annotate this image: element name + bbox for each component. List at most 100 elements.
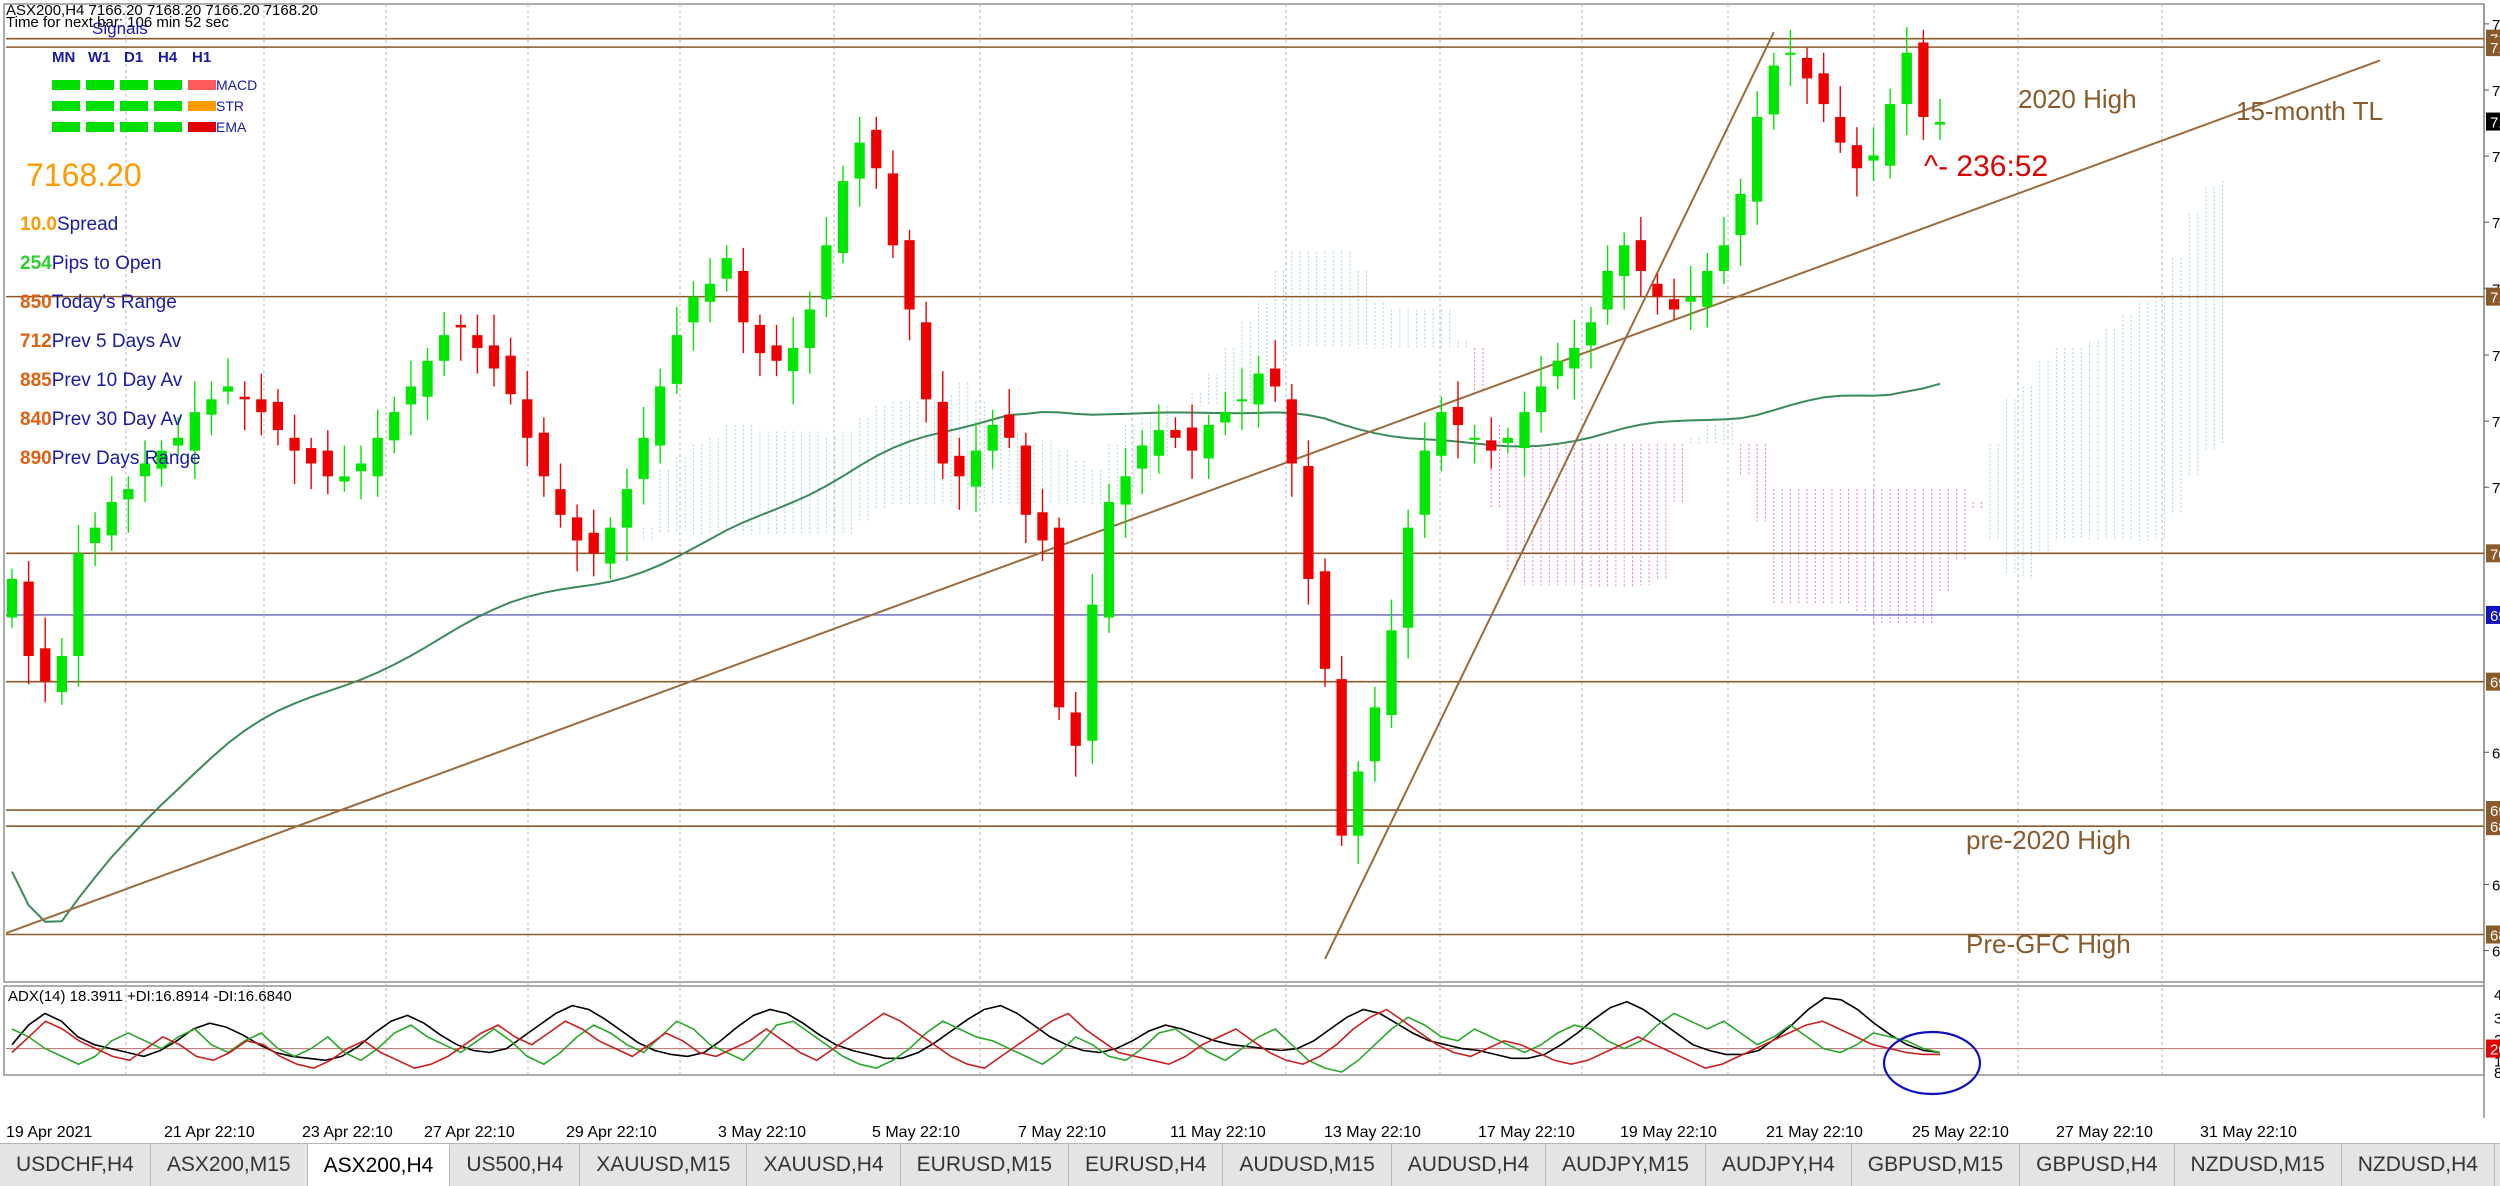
candle-body <box>322 450 333 477</box>
symbol-tab[interactable]: GBPUSD,H4 <box>2020 1144 2175 1186</box>
stat-label: Spread <box>57 214 118 235</box>
candle-body <box>156 450 167 469</box>
candle-body <box>1353 771 1364 836</box>
signal-cell <box>188 101 216 111</box>
candle-body <box>920 322 932 400</box>
signal-cell <box>120 101 148 111</box>
symbol-tab[interactable]: XAUUSD,H4 <box>747 1144 901 1186</box>
candle-body <box>1087 604 1098 741</box>
symbol-tab[interactable]: NZDUSD,H4 <box>2342 1144 2495 1186</box>
candle-body <box>1851 145 1863 169</box>
candle-body <box>1785 52 1796 55</box>
candle-body <box>871 129 882 169</box>
stat-row: 840Prev 30 Day Av <box>20 409 183 430</box>
level-tag-label: 6851.50 <box>2490 928 2500 945</box>
candle-body <box>704 283 716 302</box>
signal-cell <box>86 80 114 90</box>
symbol-tab[interactable]: ASX200,M15 <box>151 1144 308 1186</box>
candle-body <box>1901 52 1912 105</box>
adx-y-tick-label: 8 <box>2494 1065 2500 1082</box>
candle-body <box>1186 427 1198 451</box>
candle-body <box>821 245 832 300</box>
signal-cell <box>120 80 148 90</box>
symbol-tab[interactable]: EURUSD,M15 <box>901 1144 1070 1186</box>
symbol-tab[interactable]: USDJPY,M15 <box>2495 1144 2500 1186</box>
candle-body <box>970 450 982 487</box>
timeframe-label: MN <box>52 49 75 66</box>
symbol-tab[interactable]: US500,H4 <box>450 1144 581 1186</box>
stat-value: 712 <box>20 331 52 352</box>
candle-body <box>1818 73 1829 105</box>
x-tick-label: 5 May 22:10 <box>872 1124 960 1141</box>
candle-body <box>738 270 749 323</box>
candle-body <box>605 527 616 564</box>
level-tag-label: 6950.00 <box>2490 675 2500 692</box>
candle-body <box>804 309 815 348</box>
signal-cell <box>188 80 216 90</box>
candle-body <box>1336 679 1347 836</box>
level-tag-label: 6975.99 <box>2490 608 2500 625</box>
stat-label: Prev 5 Days Av <box>52 331 182 352</box>
y-tick-label: 7180.50 <box>2492 83 2500 100</box>
symbol-tab[interactable]: AUDJPY,M15 <box>1546 1144 1706 1186</box>
candle-body <box>1153 430 1164 456</box>
candle-body <box>189 412 200 451</box>
candle-body <box>1752 116 1763 202</box>
x-tick-label: 23 Apr 22:10 <box>302 1124 393 1141</box>
level-tag <box>2486 817 2500 836</box>
candle-body <box>571 517 583 541</box>
timeframe-label: W1 <box>88 49 111 66</box>
candle-body <box>1569 347 1580 369</box>
symbol-tab[interactable]: AUDUSD,H4 <box>1392 1144 1547 1186</box>
level-tag-label: 7000.00 <box>2490 546 2500 563</box>
candle-body <box>1103 501 1115 618</box>
stat-value: 10.0 <box>20 214 57 235</box>
symbol-tab[interactable]: AUDJPY,H4 <box>1706 1144 1852 1186</box>
candle-body <box>688 296 699 323</box>
candle-body <box>1702 270 1713 307</box>
highlight-circle <box>1882 1030 1982 1096</box>
candle-body <box>73 553 84 656</box>
level-tag <box>2486 605 2500 624</box>
stat-label: Prev Days Range <box>52 448 201 469</box>
y-tick-label: 7206.25 <box>2492 17 2500 34</box>
y-tick-label: 6922.50 <box>2492 745 2500 762</box>
candle-body <box>1502 437 1514 443</box>
x-tick-label: 21 May 22:10 <box>1766 1124 1863 1141</box>
chart-canvas[interactable]: 48362514820.0000 7206.257180.507154.7571… <box>0 0 2500 1143</box>
symbol-tab[interactable]: USDCHF,H4 <box>0 1144 151 1186</box>
symbol-tab[interactable]: ASX200,H4 <box>307 1144 451 1186</box>
symbol-tab[interactable]: GBPUSD,M15 <box>1852 1144 2021 1186</box>
trendline-short-term <box>1324 31 1775 960</box>
candle-body <box>937 401 948 464</box>
stat-label: Today's Range <box>52 292 177 313</box>
signal-row-label: MACD <box>216 77 257 93</box>
candle-body <box>1452 407 1464 425</box>
signal-cell <box>52 101 80 111</box>
candle-body <box>1137 445 1148 469</box>
stat-row: 254Pips to Open <box>20 253 162 274</box>
symbol-tab[interactable]: AUDUSD,M15 <box>1223 1144 1392 1186</box>
symbol-tab[interactable]: EURUSD,H4 <box>1069 1144 1224 1186</box>
signal-cell <box>154 80 182 90</box>
candle-body <box>256 399 267 413</box>
y-tick-label: 7025.75 <box>2492 480 2500 497</box>
candle-body <box>139 463 151 477</box>
x-tick-label: 27 May 22:10 <box>2056 1124 2153 1141</box>
symbol-tab[interactable]: NZDUSD,M15 <box>2175 1144 2342 1186</box>
symbol-tab[interactable]: XAUUSD,M15 <box>580 1144 748 1186</box>
timeframe-label: H4 <box>158 49 178 66</box>
signal-cell <box>120 122 148 132</box>
x-tick-label: 19 May 22:10 <box>1620 1124 1717 1141</box>
candle-body <box>173 437 184 446</box>
symbol-tab-bar: USDCHF,H4 ASX200,M15 ASX200,H4 US500,H4 XAUU… <box>0 1143 2500 1186</box>
y-tick-label: 7077.25 <box>2492 348 2500 365</box>
candle-body <box>355 463 367 472</box>
candle-body <box>1286 399 1297 464</box>
stat-label: Prev 10 Day Av <box>52 370 183 391</box>
candle-body <box>655 386 666 446</box>
x-tick-label: 17 May 22:10 <box>1478 1124 1575 1141</box>
x-tick-label: 31 May 22:10 <box>2200 1124 2297 1141</box>
